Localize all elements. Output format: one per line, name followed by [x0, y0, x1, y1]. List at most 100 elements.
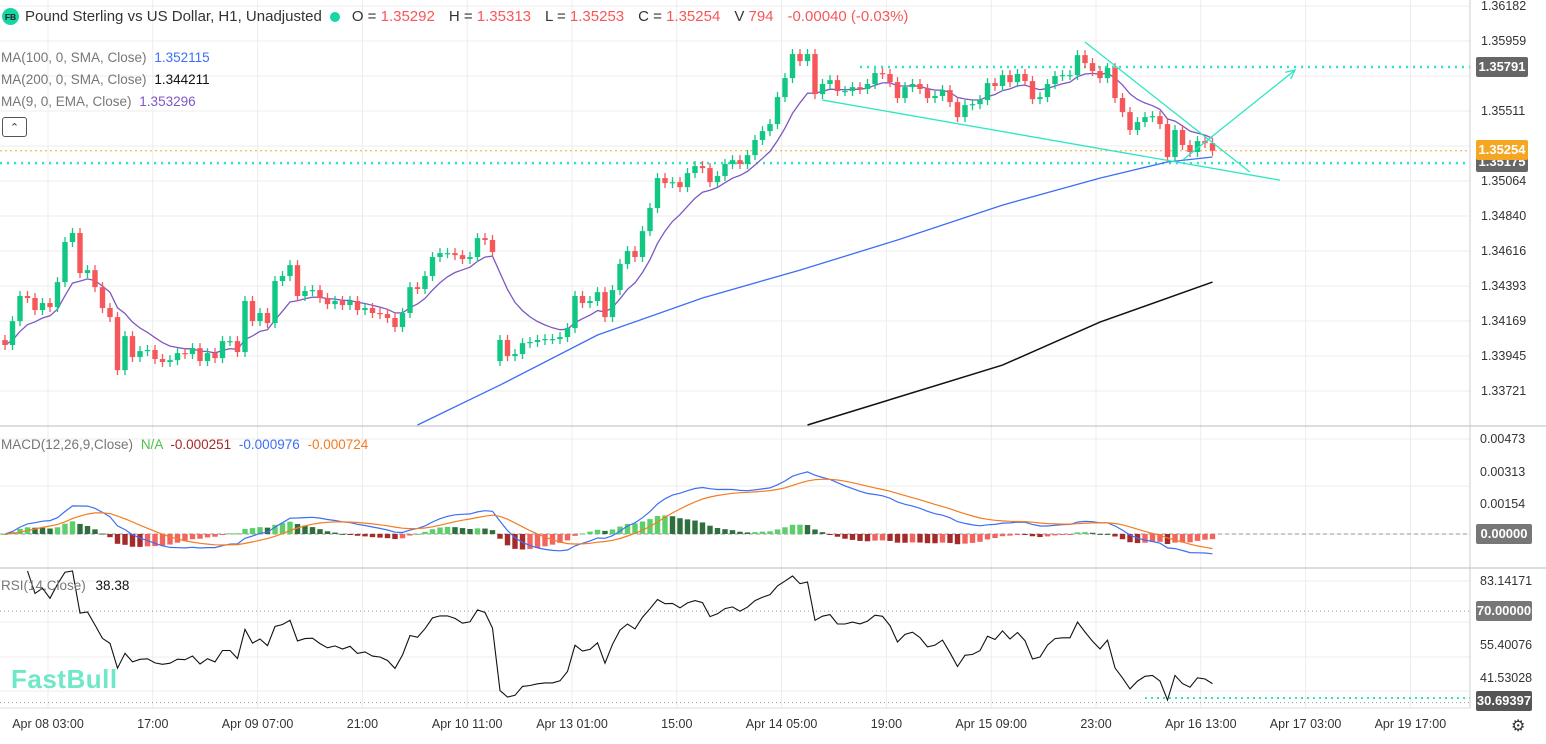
- candle: [984, 78, 991, 106]
- candle-body: [1044, 84, 1051, 98]
- ma200-legend[interactable]: MA(200, 0, SMA, Close) 1.344211: [1, 72, 210, 87]
- macd-histogram-bar: [294, 524, 301, 534]
- ma100-legend[interactable]: MA(100, 0, SMA, Close) 1.352115: [1, 50, 210, 65]
- fastbull-watermark: FastBull: [11, 664, 118, 694]
- candle: [144, 344, 151, 357]
- candle: [527, 337, 533, 349]
- macd-histogram-bar: [894, 534, 901, 543]
- candle-body: [159, 359, 166, 363]
- candle-body: [257, 313, 263, 322]
- collapse-legend-button[interactable]: ⌃: [2, 117, 27, 137]
- candle-body: [819, 84, 826, 95]
- time-tick: 21:00: [346, 717, 379, 731]
- macd-na: N/A: [140, 437, 163, 452]
- resistance-price-tag: 1.35791: [1476, 57, 1528, 77]
- candle: [594, 287, 601, 307]
- close-label: C =: [638, 8, 662, 25]
- ma9-legend[interactable]: MA(9, 0, EMA, Close) 1.353296: [1, 94, 196, 109]
- candle: [579, 291, 586, 309]
- ohlc-low: L = 1.35253: [545, 8, 624, 25]
- candle-body: [752, 140, 758, 156]
- candle: [24, 291, 31, 304]
- ma9-line: [4, 72, 1213, 354]
- candle: [174, 348, 181, 366]
- candle: [437, 248, 443, 263]
- candle: [624, 246, 631, 270]
- high-label: H =: [448, 8, 473, 25]
- candle-body: [639, 231, 646, 258]
- candle-body: [902, 87, 908, 99]
- macd-histogram-bar: [992, 534, 998, 539]
- macd-histogram-bar: [369, 534, 376, 538]
- candle-body: [332, 301, 338, 305]
- macd-histogram-bar: [1172, 534, 1178, 543]
- macd-histogram-bar: [332, 532, 338, 534]
- candle: [272, 276, 278, 329]
- candle-body: [129, 336, 136, 358]
- ma200-label: MA(200, 0, SMA, Close): [1, 72, 147, 87]
- candle-body: [1067, 75, 1073, 77]
- candle-body: [234, 341, 241, 353]
- macd-histogram-bar: [834, 534, 841, 537]
- macd-histogram-bar: [557, 534, 563, 543]
- candle-body: [774, 97, 781, 125]
- macd-histogram-bar: [1157, 534, 1163, 542]
- macd-line: [4, 471, 1213, 555]
- rsi-legend[interactable]: RSI(14,Close) 38.38: [1, 578, 129, 593]
- candle-body: [174, 353, 181, 361]
- macd-histogram-bar: [279, 523, 286, 534]
- candle-body: [1164, 124, 1171, 158]
- macd-histogram-bar: [212, 534, 218, 537]
- drawings: [822, 41, 1297, 181]
- candle-body: [1112, 68, 1118, 99]
- candle-body: [849, 87, 856, 92]
- candle-body: [1209, 143, 1216, 151]
- macd-histogram-bar: [917, 534, 923, 543]
- candle-body: [1029, 81, 1036, 100]
- macd-legend[interactable]: MACD(12,26,9,Close) N/A -0.000251 -0.000…: [1, 437, 368, 452]
- time-tick: 19:00: [870, 717, 903, 731]
- ma9-label: MA(9, 0, EMA, Close): [1, 94, 132, 109]
- candle: [399, 308, 406, 333]
- candle: [1157, 111, 1163, 130]
- candle: [789, 49, 796, 84]
- macd-histogram-bar: [812, 529, 818, 534]
- macd-histogram-bar: [1142, 534, 1148, 543]
- panel-frame: [0, 0, 1546, 709]
- candle-body: [77, 232, 83, 274]
- rsi-tick: 55.40076: [1480, 638, 1533, 652]
- macd-histogram-bar: [774, 529, 781, 534]
- candle: [782, 73, 788, 103]
- macd-histogram-bar: [159, 534, 166, 546]
- macd-histogram-bar: [264, 527, 271, 534]
- candle-body: [287, 265, 293, 277]
- candle-body: [969, 104, 976, 106]
- candle-body: [422, 276, 428, 289]
- price-tick: 1.33721: [1481, 384, 1527, 398]
- macd-histogram-bar: [422, 531, 428, 534]
- ohlc-high: H = 1.35313: [449, 8, 531, 25]
- candle-body: [662, 178, 668, 184]
- candle-body: [519, 343, 526, 355]
- candle-body: [647, 208, 653, 232]
- candle: [947, 85, 953, 108]
- open-value: 1.35292: [380, 8, 435, 25]
- candle: [459, 250, 466, 265]
- macd-histogram-bar: [669, 516, 676, 534]
- macd-histogram-bar: [474, 528, 481, 534]
- candle: [909, 79, 916, 93]
- macd-histogram-bar: [1089, 532, 1096, 534]
- macd-histogram-bar: [39, 527, 46, 534]
- time-tick: Apr 15 09:00: [955, 717, 1027, 731]
- candle-body: [279, 276, 286, 282]
- settings-gear-icon[interactable]: ⚙: [1511, 718, 1526, 735]
- candle-body: [69, 232, 76, 243]
- candle-body: [992, 83, 998, 87]
- candle-body: [1119, 98, 1126, 113]
- volume-label: V: [734, 8, 745, 25]
- candle: [662, 173, 668, 189]
- candle-body: [1007, 75, 1013, 83]
- macd-histogram-bar: [789, 524, 796, 534]
- candle-body: [452, 253, 458, 256]
